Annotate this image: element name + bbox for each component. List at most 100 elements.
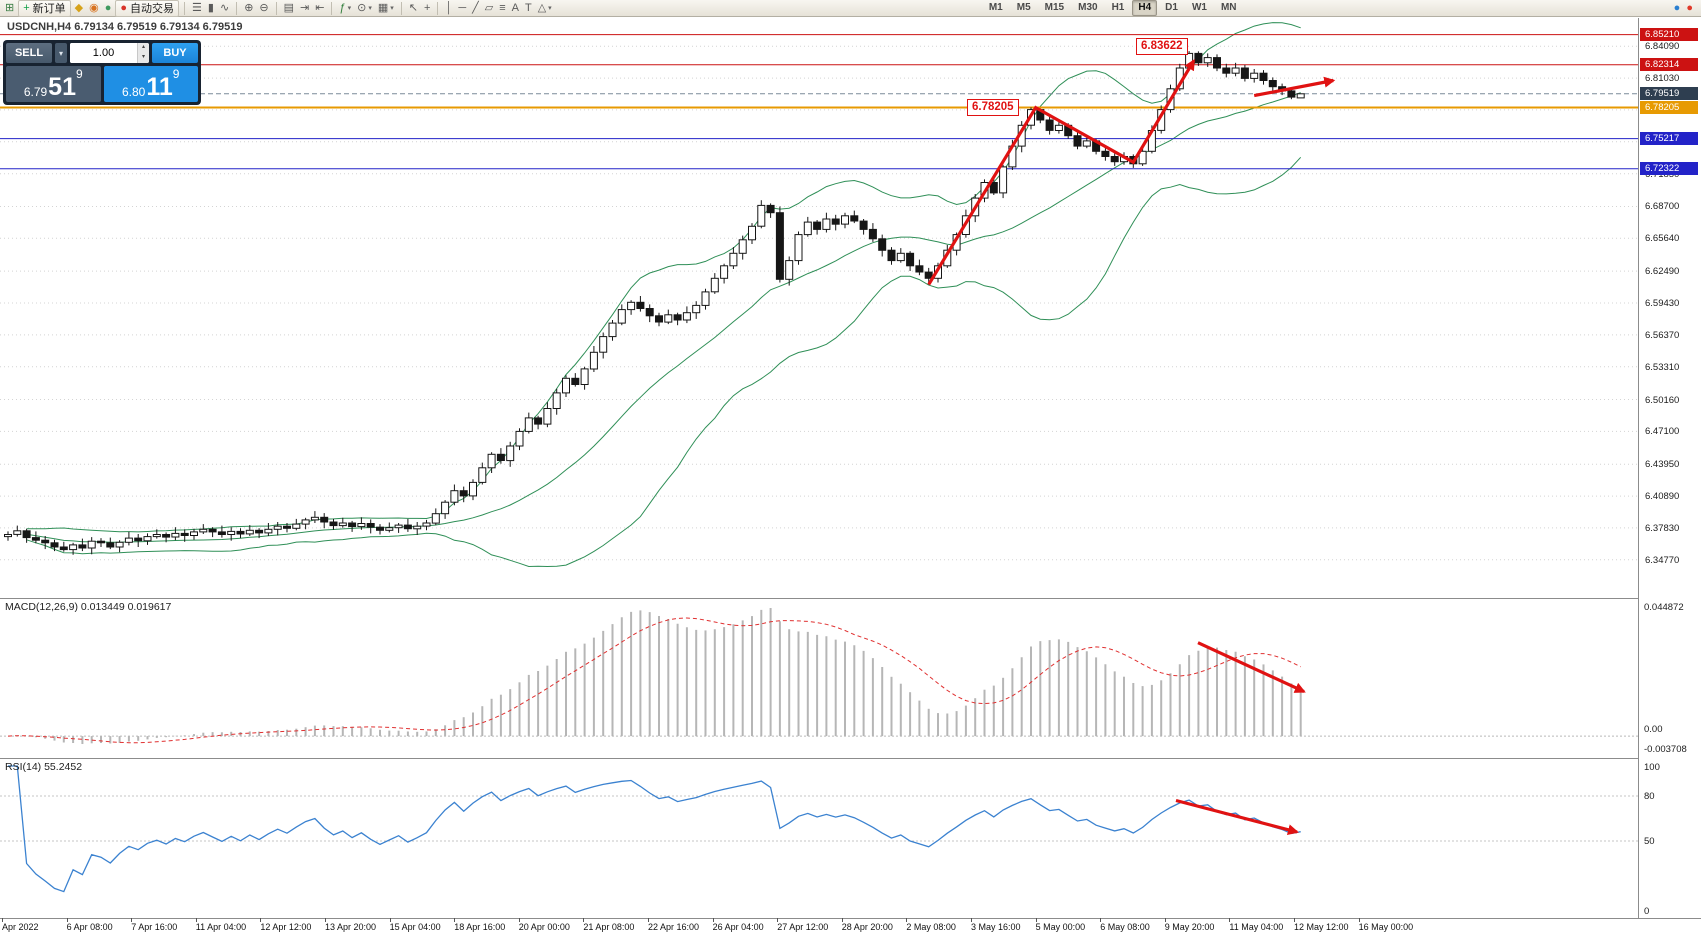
horizontal-line-icon[interactable]: ─	[456, 1, 468, 16]
equidistant-channel-icon[interactable]: ▱	[483, 1, 495, 16]
macd-pane[interactable]	[0, 600, 1638, 758]
rsi-axis-label: 80	[1644, 791, 1655, 802]
price-callout-label[interactable]: 6.78205	[967, 99, 1019, 116]
pane-separator[interactable]	[0, 598, 1701, 599]
time-axis-tick	[648, 918, 649, 922]
volume-input[interactable]	[70, 43, 137, 63]
auto-trading-button-label: 自动交易	[130, 3, 175, 15]
community-icon[interactable]: ●	[1672, 1, 1683, 16]
timeframe-h1-button[interactable]: H1	[1111, 2, 1125, 13]
timeframe-w1-button[interactable]: W1	[1191, 2, 1207, 13]
tile-windows-icon[interactable]: ▤	[282, 1, 296, 16]
time-axis-tick	[518, 918, 520, 922]
text-label-icon[interactable]: T	[523, 1, 534, 16]
toolbar-separator	[236, 1, 238, 15]
main-price-chart[interactable]	[0, 18, 1638, 598]
chart-shift-icon[interactable]: ⇤	[313, 1, 326, 16]
line-chart-icon[interactable]: ∿	[218, 1, 231, 16]
price-axis[interactable]: 6.840906.810306.779706.749106.718506.687…	[1638, 18, 1701, 918]
time-axis-label: 28 Apr 20:00	[841, 922, 893, 932]
crosshair-icon[interactable]: +	[422, 1, 432, 16]
time-axis-label: 22 Apr 16:00	[648, 922, 700, 932]
timeframe-m5-button[interactable]: M5	[1016, 2, 1031, 13]
templates-icon: ▦	[377, 1, 389, 14]
trade-menu-caret-icon[interactable]: ▾	[55, 43, 67, 63]
price-tag-6.85210: 6.85210	[1640, 28, 1698, 42]
macd-down-arrow[interactable]	[1197, 641, 1306, 694]
new-order-icon: +	[23, 1, 30, 14]
time-axis-tick	[454, 918, 456, 922]
bar-chart-icon[interactable]: ☰	[190, 1, 204, 16]
rsi-pane[interactable]	[0, 760, 1638, 918]
timeframe-m15-button[interactable]: M15	[1044, 2, 1065, 13]
periods-icon[interactable]: ⊙ ▾	[355, 1, 374, 16]
time-axis-label: 11 Apr 04:00	[195, 922, 247, 932]
volume-down-icon[interactable]: ▾	[141, 54, 145, 60]
new-order-button[interactable]: + 新订单	[18, 0, 71, 17]
time-axis-label: 6 May 08:00	[1100, 922, 1150, 932]
macd-axis-label: 0.00	[1644, 724, 1663, 736]
time-axis[interactable]: Apr 2022 6 Apr 08:00 7 Apr 16:00 11 Apr 04:…	[0, 918, 1701, 937]
time-axis-label: 20 Apr 00:00	[518, 922, 570, 932]
forecast-arrow[interactable]	[1253, 76, 1336, 98]
favorites-icon[interactable]: ◆	[73, 1, 85, 16]
market-watch-icon[interactable]: ●	[103, 1, 114, 16]
trend-arrow-zigzag[interactable]	[927, 58, 1196, 286]
alerts-icon: ◉	[89, 1, 99, 14]
auto-trading-button[interactable]: ● 自动交易	[115, 0, 180, 17]
sell-button[interactable]: SELL	[6, 43, 52, 63]
indicators-icon[interactable]: ƒ ▾	[337, 1, 353, 16]
new-chart-icon[interactable]: ⊞	[3, 1, 16, 16]
candlestick-series	[4, 51, 1305, 555]
zoom-out-icon[interactable]: ⊖	[257, 1, 270, 16]
price-tag-6.78205: 6.78205	[1640, 100, 1698, 114]
shapes-icon[interactable]: △ ▾	[536, 1, 554, 16]
vertical-line-icon: │	[445, 1, 453, 14]
candlestick-chart-icon[interactable]: ▮	[206, 1, 216, 16]
price-axis-label: 6.68700	[1645, 201, 1680, 213]
price-axis-label: 6.40890	[1645, 491, 1680, 503]
timeframe-mn-button[interactable]: MN	[1220, 2, 1237, 13]
trendline-icon[interactable]: ╱	[470, 1, 481, 16]
timeframe-d1-button[interactable]: D1	[1165, 2, 1178, 13]
macd-label: MACD(12,26,9) 0.013449 0.019617	[5, 601, 172, 613]
rsi-axis-label: 100	[1644, 762, 1660, 773]
timeframe-h4-button[interactable]: H4	[1132, 0, 1158, 16]
rsi-down-arrow[interactable]	[1175, 798, 1299, 836]
fibonacci-icon[interactable]: ≡	[497, 1, 507, 16]
equidistant-channel-icon: ▱	[484, 1, 494, 14]
time-axis-label: 16 May 00:00	[1358, 922, 1414, 932]
price-axis-label: 6.56370	[1645, 329, 1680, 341]
buy-price-big: 11	[146, 73, 173, 101]
buy-button[interactable]: BUY	[152, 43, 198, 63]
time-axis-tick	[2, 918, 3, 922]
pane-separator	[0, 918, 1701, 919]
vertical-line-icon[interactable]: │	[443, 1, 454, 16]
buy-price-button[interactable]: 6.80 11 9	[103, 66, 198, 102]
time-axis-label: 3 May 16:00	[971, 922, 1021, 932]
volume-up-icon[interactable]: ▴	[141, 44, 145, 50]
buy-price-sup: 9	[172, 67, 180, 81]
toolbar-left-group: ⊞ + 新订单 ◆ ◉ ● ● 自动交易 ☰ ▮ ∿ ⊕ ⊖ ▤ ⇥ ⇤ ƒ ▾ ⊙ ▾ ▦ ▾ ↖ + │ ─ ╱ ▱ ≡ A T △ ▾	[2, 0, 555, 17]
sell-price-sup: 9	[75, 67, 83, 81]
time-axis-tick	[1358, 918, 1360, 922]
time-axis-tick	[777, 918, 779, 922]
dropdown-caret-icon: ▾	[347, 5, 352, 12]
volume-spinner: ▴ ▾	[137, 43, 149, 63]
alerts-icon[interactable]: ◉	[87, 1, 101, 16]
templates-icon[interactable]: ▦ ▾	[376, 1, 396, 16]
sell-price-button[interactable]: 6.79 51 9	[6, 66, 101, 102]
price-axis-label: 6.65640	[1645, 233, 1680, 245]
volume-field: ▴ ▾	[70, 43, 149, 63]
time-axis-label: 11 May 04:00	[1229, 922, 1284, 932]
time-axis-tick	[131, 918, 133, 922]
text-icon[interactable]: A	[510, 1, 521, 16]
price-callout-label[interactable]: 6.83622	[1136, 38, 1188, 55]
mql5-icon[interactable]: ●	[1684, 1, 1695, 16]
cursor-icon[interactable]: ↖	[407, 1, 420, 16]
pane-separator[interactable]	[0, 758, 1701, 759]
timeframe-m30-button[interactable]: M30	[1078, 2, 1098, 13]
timeframe-m1-button[interactable]: M1	[988, 2, 1003, 13]
auto-scroll-icon[interactable]: ⇥	[298, 1, 311, 16]
zoom-in-icon[interactable]: ⊕	[242, 1, 255, 16]
